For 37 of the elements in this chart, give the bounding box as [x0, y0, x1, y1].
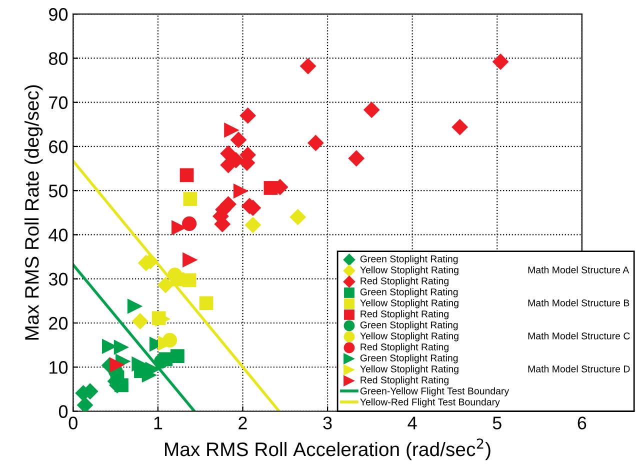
y-tick-label: 80: [48, 52, 68, 65]
y-tick-label: 60: [49, 140, 68, 154]
x-tick-label: 2: [238, 416, 247, 430]
legend-label: Red Stoplight Rating: [360, 343, 448, 352]
legend-label: Green Stoplight Rating: [360, 288, 458, 298]
y-tick-label: 0: [58, 405, 68, 418]
legend-label: Green Stoplight Rating: [360, 255, 458, 264]
x-tick-label: 6: [578, 416, 586, 430]
y-tick-label: 50: [48, 184, 68, 198]
x-tick-label: 1: [154, 416, 162, 430]
x-tick-label: 4: [408, 416, 417, 430]
x-tick-label: 3: [323, 416, 332, 430]
x-tick-label: 5: [492, 416, 502, 430]
legend-label: Green Stoplight Rating: [360, 321, 458, 330]
annotation: Math Model Structure D: [528, 365, 630, 372]
y-tick-label: 70: [49, 96, 68, 110]
legend-label: Green Stoplight Rating: [360, 354, 458, 364]
legend-label: Green-Yellow Flight Test Boundary: [360, 387, 510, 396]
legend-label: Yellow Stoplight Rating: [360, 266, 458, 276]
legend-label: Yellow Stoplight Rating: [360, 365, 458, 374]
y-tick-label: 90: [49, 8, 68, 21]
legend-label: Yellow-Red Flight Test Boundary: [360, 398, 500, 408]
annotation: Math Model Structure B: [528, 299, 630, 306]
annotation: Math Model Structure A: [528, 266, 630, 274]
x-tick-label: 0: [68, 416, 78, 430]
legend-label: Red Stoplight Rating: [360, 310, 448, 320]
legend-label: Red Stoplight Rating: [360, 277, 448, 286]
y-tick-label: 10: [50, 361, 68, 374]
x-axis-title: Max RMS Roll Acceleration (rad/sec$^{2}$): [165, 438, 490, 460]
legend-label: Yellow Stoplight Rating: [360, 299, 458, 308]
legend-label: Red Stoplight Rating: [360, 376, 448, 386]
legend-label: Yellow Stoplight Rating: [360, 332, 458, 342]
y-tick-label: 20: [49, 316, 68, 330]
y-tick-label: 40: [48, 228, 68, 242]
y-tick-label: 30: [48, 272, 68, 286]
annotation: Math Model Structure C: [528, 332, 630, 340]
y-axis-title: Max RMS Roll Rate (deg/sec): [24, 85, 43, 340]
